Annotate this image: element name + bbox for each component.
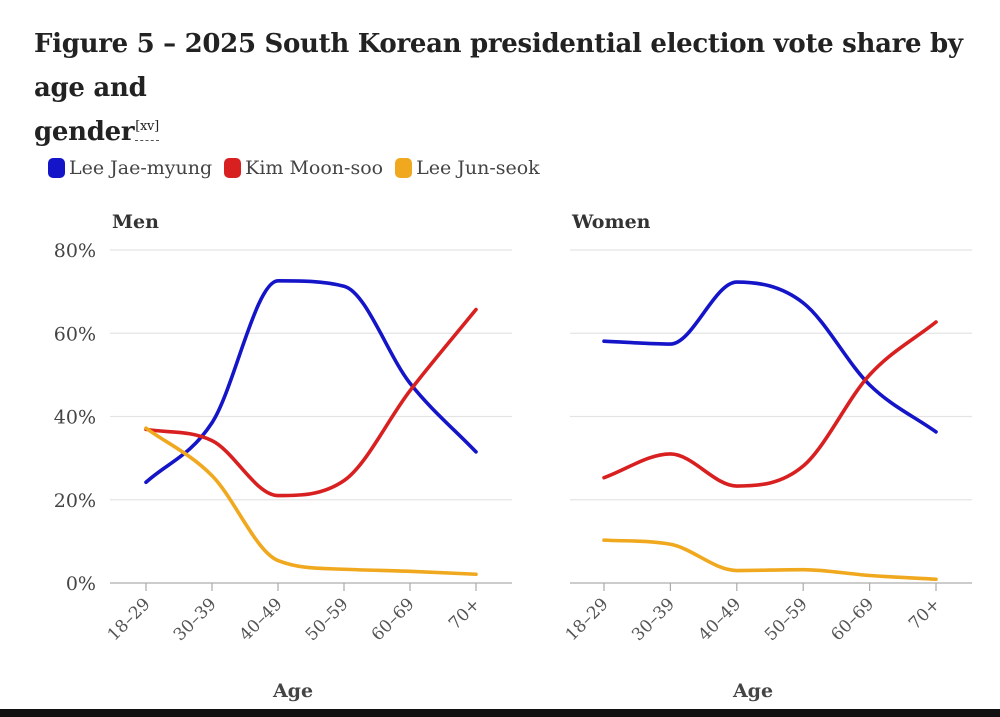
y-tick-label: 20% (54, 490, 96, 512)
x-tick-label: 70+ (905, 594, 945, 634)
y-tick-label: 40% (54, 407, 96, 429)
series-line-lee-jun-seok[interactable] (144, 426, 478, 577)
legend-item-kim-moon-soo[interactable]: Kim Moon-soo (224, 157, 383, 179)
figure-title-line2: gender (34, 117, 135, 147)
y-tick-label: 0% (66, 573, 96, 595)
x-tick-label: 18–29 (104, 594, 155, 645)
x-axis-title: Age (732, 680, 773, 702)
series-line-lee-jae-myung[interactable] (602, 280, 938, 434)
x-axis-title: Age (272, 680, 313, 702)
y-tick-label: 80% (54, 240, 96, 262)
series-line-lee-jae-myung[interactable] (144, 279, 478, 485)
figure-title: Figure 5 – 2025 South Korean presidentia… (34, 22, 984, 154)
series-line-lee-jun-seok[interactable] (602, 538, 938, 582)
x-tick-label: 70+ (445, 594, 485, 634)
x-tick-label: 40–49 (236, 594, 287, 645)
legend-item-lee-jae-myung[interactable]: Lee Jae-myung (48, 157, 212, 179)
x-tick-label: 50–59 (761, 594, 812, 645)
x-tick-label: 60–69 (827, 594, 878, 645)
x-tick-label: 40–49 (695, 594, 746, 645)
x-tick-label: 18–29 (562, 594, 613, 645)
legend-swatch-orange-icon (395, 158, 413, 178)
legend-swatch-red-icon (224, 158, 242, 178)
footnote-reference-link[interactable]: [xv] (135, 119, 159, 142)
x-tick-label: 30–39 (628, 594, 679, 645)
legend-label: Lee Jae-myung (69, 157, 213, 179)
y-tick-label: 60% (54, 323, 96, 345)
chart-legend: Lee Jae-myung Kim Moon-soo Lee Jun-seok (48, 154, 540, 182)
figure-title-line1: Figure 5 – 2025 South Korean presidentia… (34, 29, 963, 103)
x-tick-label: 50–59 (302, 594, 353, 645)
legend-swatch-blue-icon (48, 158, 65, 178)
bottom-divider (0, 709, 1000, 717)
legend-label: Lee Jun-seok (416, 157, 540, 179)
x-tick-label: 60–69 (368, 594, 419, 645)
legend-item-lee-jun-seok[interactable]: Lee Jun-seok (395, 157, 540, 179)
series-line-kim-moon-soo[interactable] (144, 307, 478, 498)
panel-title: Men (112, 211, 159, 233)
legend-label: Kim Moon-soo (245, 157, 384, 179)
series-line-kim-moon-soo[interactable] (602, 320, 938, 488)
panel-title: Women (571, 211, 651, 233)
x-tick-label: 30–39 (170, 594, 221, 645)
